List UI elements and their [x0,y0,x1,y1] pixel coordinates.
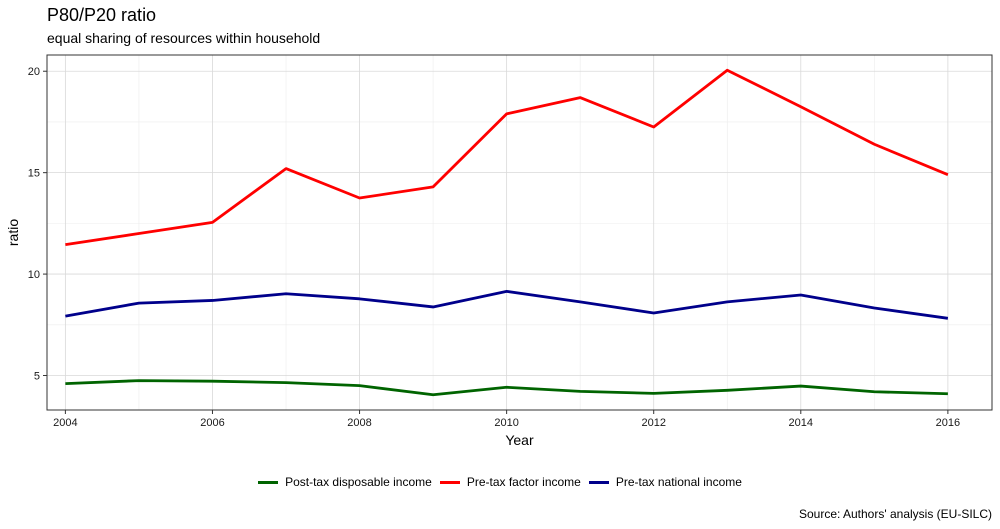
legend-label: Pre-tax national income [615,475,742,489]
x-tick-label: 2014 [789,417,813,429]
x-tick-label: 2016 [936,417,960,429]
legend-swatch [439,480,460,484]
x-tick-label: 2008 [347,417,371,429]
legend-item: Pre-tax national income [588,474,742,490]
grid-lines [47,55,992,410]
x-tick-label: 2010 [494,417,518,429]
x-tick-label: 2004 [53,417,77,429]
legend-item: Pre-tax factor income [439,474,581,490]
y-tick-label: 20 [28,66,40,78]
chart-title: P80/P20 ratio [47,5,157,25]
y-tick-label: 15 [28,168,40,180]
y-tick-label: 5 [34,371,40,383]
x-tick-label: 2012 [641,417,665,429]
legend-label: Pre-tax factor income [466,475,581,489]
series-line-1 [65,379,948,397]
legend-swatch [588,480,609,484]
legend-swatch [258,480,279,484]
series-line-2 [65,68,949,247]
y-tick-label: 10 [28,269,40,281]
plot-panel-border [46,54,993,411]
x-axis-title: Year [505,432,534,448]
legend-item: Post-tax disposable income [258,474,432,490]
x-tick-label: 2006 [200,417,224,429]
series-lines [65,68,949,397]
axes: 2004 2006 2008 2010 2012 2014 2016 5 10 15 20 [28,66,960,429]
chart-subtitle: equal sharing of resources within househ… [47,30,321,46]
legend-label: Post-tax disposable income [285,475,432,489]
y-axis-title: ratio [5,219,21,246]
series-line-3 [65,289,949,320]
source-caption: Source: Authors' analysis (EU-SILC) [798,507,992,521]
legend: Post-tax disposable income Pre-tax factor… [0,474,1000,490]
